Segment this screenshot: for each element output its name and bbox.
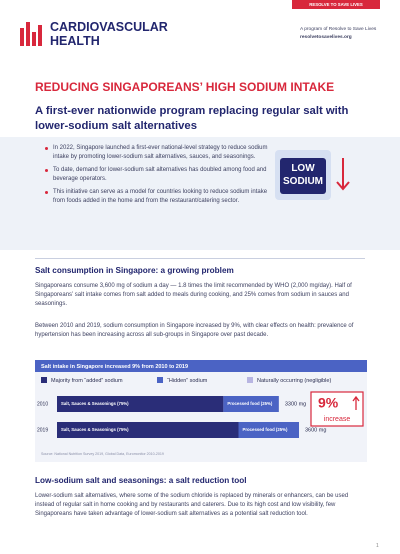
segment-label: Salt, Sauces & Seasonings (75%) [61, 427, 129, 432]
segment-label: Processed food (25%) [243, 427, 288, 432]
segment-label: Salt, Sauces & Seasonings (75%) [61, 401, 129, 406]
logo-text: CARDIOVASCULAR HEALTH [50, 20, 168, 48]
callout-text: increase [324, 416, 351, 423]
bullet: In 2022, Singapore launched a first-ever… [45, 144, 273, 161]
subtitle: A first-ever nationwide program replacin… [35, 105, 349, 132]
section-heading: Salt consumption in Singapore: a growing… [35, 266, 234, 275]
callout-box [310, 391, 364, 427]
year-label: 2019 [37, 427, 48, 433]
rule [35, 258, 365, 259]
callout-value: 9% [318, 395, 339, 411]
tab-text: RESOLVE TO SAVE LIVES [309, 2, 363, 7]
program: A program of Resolve to Save Lives resolv… [300, 26, 376, 42]
legend-swatch [247, 377, 253, 383]
legend-label: “Hidden” sodium [167, 378, 208, 384]
legend-swatch [157, 377, 163, 383]
chart-source: Source: National Nutrition Survey 2019, … [41, 452, 164, 456]
bar-segment [57, 422, 239, 438]
bar-segment [238, 422, 299, 438]
logo-line: CARDIOVASCULAR [50, 20, 168, 34]
label-line: SODIUM [283, 176, 323, 187]
total-label: 3300 mg [285, 401, 306, 407]
chart-title-bg [35, 360, 367, 372]
down-arrow [336, 158, 350, 191]
callout-arrow-head [352, 395, 360, 402]
bullet: To date, demand for lower-sodium salt al… [45, 166, 273, 183]
section-heading: Low-sodium salt and seasonings: a salt r… [35, 476, 247, 485]
low-sodium-label: LOW SODIUM [280, 158, 326, 194]
bar-segment [223, 396, 279, 412]
bullets: In 2022, Singapore launched a first-ever… [45, 144, 273, 211]
program-text: A program of Resolve to Save Lives [300, 27, 377, 32]
legend-label: Majority from “added” sodium [51, 378, 123, 384]
label-line: LOW [291, 163, 315, 174]
url: resolvetosavelives.org [300, 35, 352, 40]
title: REDUCING SINGAPOREANS’ HIGH SODIUM INTAK… [35, 80, 335, 94]
bullet: This initiative can serve as a model for… [45, 188, 273, 205]
paragraph: Between 2010 and 2019, sodium consumptio… [35, 323, 354, 338]
legend-swatch [41, 377, 47, 383]
paragraph: Lower-sodium salt alternatives, where so… [35, 493, 349, 517]
segment-label: Processed food (25%) [227, 401, 272, 406]
logo-icon [20, 22, 42, 46]
tab-bg [292, 0, 380, 9]
chart: Salt intake in Singapore increased 9% fr… [35, 360, 367, 462]
paragraph: Singaporeans consume 3,600 mg of sodium … [35, 283, 352, 307]
bar-segment [57, 396, 224, 412]
legend-label: Naturally occurring (negligible) [257, 378, 331, 384]
bullets-bg [0, 137, 400, 250]
logo-line: HEALTH [50, 34, 100, 48]
page-number: 1 [376, 543, 379, 549]
total-label: 3600 mg [305, 427, 326, 433]
chart-title: Salt intake in Singapore increased 9% fr… [41, 364, 188, 370]
year-label: 2010 [37, 401, 48, 407]
